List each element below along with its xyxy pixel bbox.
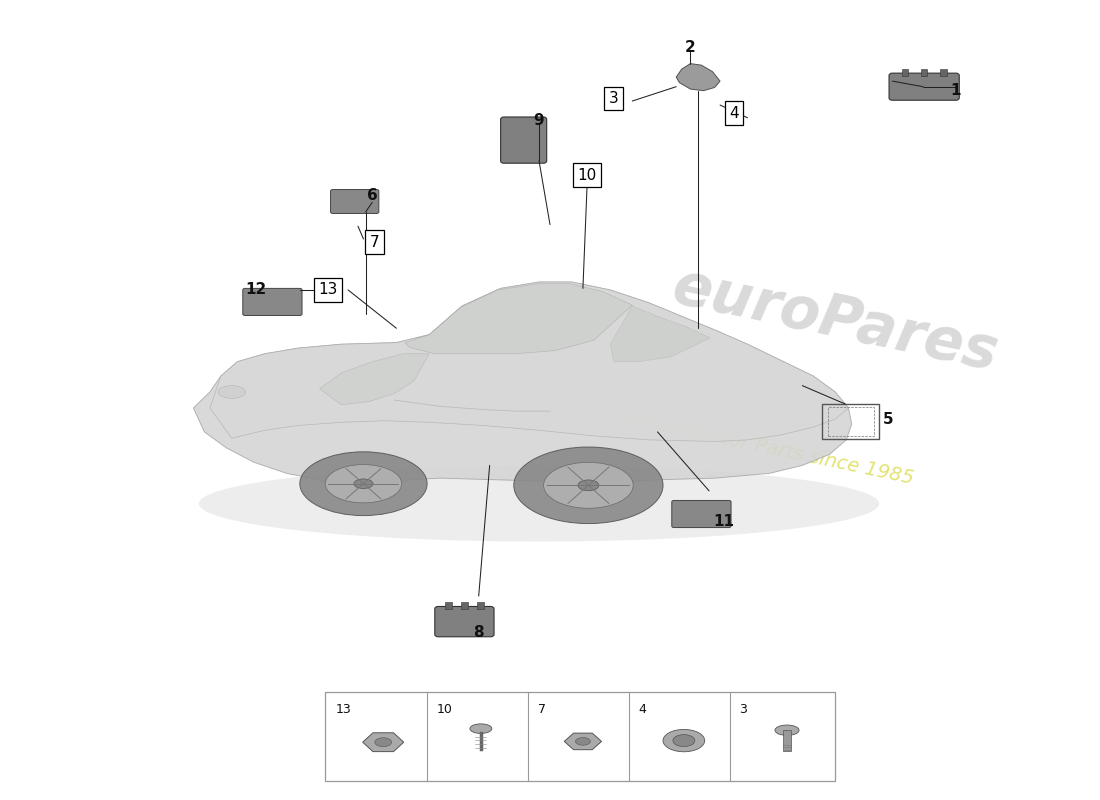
- Text: 13: 13: [336, 703, 351, 716]
- Ellipse shape: [470, 724, 492, 734]
- Text: 3: 3: [739, 703, 747, 716]
- Bar: [326, 692, 835, 781]
- Polygon shape: [676, 63, 720, 90]
- Bar: [477, 602, 484, 609]
- Ellipse shape: [300, 452, 427, 515]
- Ellipse shape: [663, 730, 705, 752]
- Bar: [902, 69, 909, 75]
- Polygon shape: [564, 733, 602, 750]
- FancyBboxPatch shape: [889, 73, 959, 100]
- FancyBboxPatch shape: [672, 501, 732, 527]
- Text: 7: 7: [538, 703, 546, 716]
- Ellipse shape: [774, 725, 799, 735]
- Polygon shape: [194, 282, 851, 492]
- Ellipse shape: [575, 738, 591, 746]
- Bar: [461, 602, 468, 609]
- Text: 10: 10: [578, 168, 597, 182]
- Polygon shape: [610, 306, 711, 362]
- Text: 12: 12: [245, 282, 266, 298]
- Text: 3: 3: [608, 91, 618, 106]
- Bar: [446, 602, 452, 609]
- Text: 4: 4: [729, 106, 739, 121]
- Ellipse shape: [514, 447, 663, 523]
- Bar: [827, 407, 873, 436]
- Text: 8: 8: [473, 626, 484, 640]
- Polygon shape: [363, 733, 404, 752]
- Text: 6: 6: [367, 189, 377, 203]
- Ellipse shape: [578, 480, 598, 490]
- Text: 10: 10: [437, 703, 452, 716]
- Text: 13: 13: [319, 282, 338, 298]
- FancyBboxPatch shape: [434, 606, 494, 637]
- Ellipse shape: [199, 466, 879, 542]
- Text: 9: 9: [534, 114, 544, 129]
- Ellipse shape: [354, 479, 373, 489]
- Text: 7: 7: [370, 234, 379, 250]
- Ellipse shape: [673, 734, 695, 746]
- Bar: [782, 730, 791, 751]
- Bar: [822, 404, 879, 439]
- Text: euroPares: euroPares: [668, 258, 1003, 382]
- FancyBboxPatch shape: [500, 117, 547, 163]
- Text: 5: 5: [882, 412, 893, 426]
- FancyBboxPatch shape: [243, 288, 302, 315]
- Text: a passion for Parts since 1985: a passion for Parts since 1985: [624, 408, 915, 488]
- Text: 4: 4: [638, 703, 647, 716]
- Bar: [921, 69, 927, 75]
- Text: 1: 1: [950, 83, 961, 98]
- Ellipse shape: [218, 386, 245, 398]
- Bar: [940, 69, 946, 75]
- FancyBboxPatch shape: [331, 190, 378, 214]
- Ellipse shape: [543, 462, 634, 508]
- Text: 11: 11: [713, 514, 734, 529]
- Polygon shape: [405, 284, 632, 354]
- Polygon shape: [320, 354, 429, 405]
- Polygon shape: [210, 282, 848, 442]
- Text: 2: 2: [685, 40, 696, 55]
- Ellipse shape: [375, 738, 392, 746]
- Ellipse shape: [326, 465, 402, 503]
